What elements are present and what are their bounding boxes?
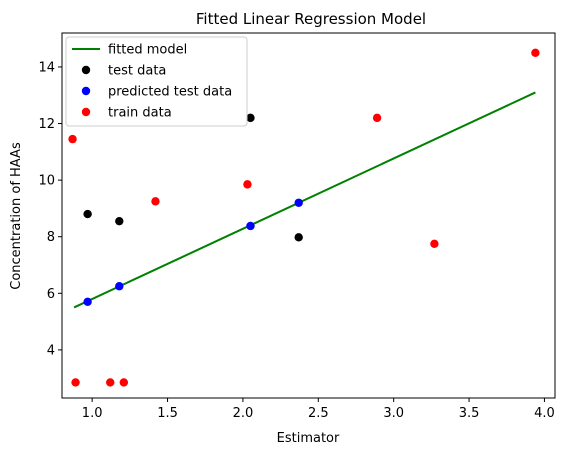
- plot-frame: [61, 32, 556, 399]
- legend-label-predicted-test-data: predicted test data: [108, 85, 232, 100]
- x-axis-label: Estimator: [277, 431, 340, 446]
- test-data-point: [294, 233, 303, 242]
- legend-label-train-data: train data: [108, 106, 172, 121]
- train-data-point: [243, 180, 252, 189]
- x-tick-label: 1.5: [157, 406, 178, 421]
- y-tick-label: 8: [47, 230, 55, 245]
- train-data-point: [531, 48, 540, 58]
- train-data-point: [430, 239, 439, 248]
- predicted-test-data-point: [115, 282, 124, 291]
- train-data-point: [68, 134, 77, 144]
- legend-swatch-predicted-test-data: [81, 86, 91, 96]
- train-data-point: [151, 197, 160, 206]
- legend-label-fitted-model: fitted model: [108, 43, 187, 58]
- x-axis-ticks: 1.0 1.5 2.0 2.5 3.0 3.5 4.0: [82, 398, 555, 421]
- x-tick-label: 2.5: [308, 406, 329, 421]
- y-axis-ticks: 4 6 8 10 12 14: [38, 60, 62, 358]
- train-data-point: [106, 378, 115, 387]
- train-data-point: [71, 378, 80, 387]
- chart-title: Fitted Linear Regression Model: [196, 10, 426, 28]
- train-data-point: [119, 378, 129, 387]
- predicted-test-data-point: [294, 198, 303, 207]
- test-data-point: [246, 113, 255, 123]
- legend: fitted model test data predicted test data…: [65, 36, 248, 127]
- x-tick-label: 4.0: [534, 406, 555, 421]
- x-tick-label: 1.0: [82, 406, 103, 421]
- y-axis-label: Concentration of HAAs: [9, 142, 24, 290]
- x-tick-label: 2.0: [233, 406, 254, 421]
- plot-area: [68, 48, 540, 387]
- x-tick-label: 3.5: [459, 406, 480, 421]
- y-tick-label: 14: [38, 60, 55, 75]
- x-tick-label: 3.0: [383, 406, 404, 421]
- legend-swatch-train-data: [81, 107, 91, 117]
- y-tick-label: 4: [47, 343, 55, 358]
- legend-label-test-data: test data: [108, 64, 166, 79]
- legend-swatch-test-data: [81, 65, 91, 75]
- test-data-point: [115, 216, 124, 226]
- train-data-point: [372, 113, 382, 123]
- fitted-model-line: [73, 91, 536, 309]
- predicted-test-data-point: [246, 221, 255, 231]
- test-data-point: [83, 209, 92, 219]
- y-tick-label: 10: [38, 174, 55, 189]
- y-tick-label: 6: [47, 287, 55, 302]
- legend-box: [65, 36, 248, 127]
- y-tick-label: 12: [38, 117, 55, 132]
- predicted-test-data-point: [83, 297, 92, 306]
